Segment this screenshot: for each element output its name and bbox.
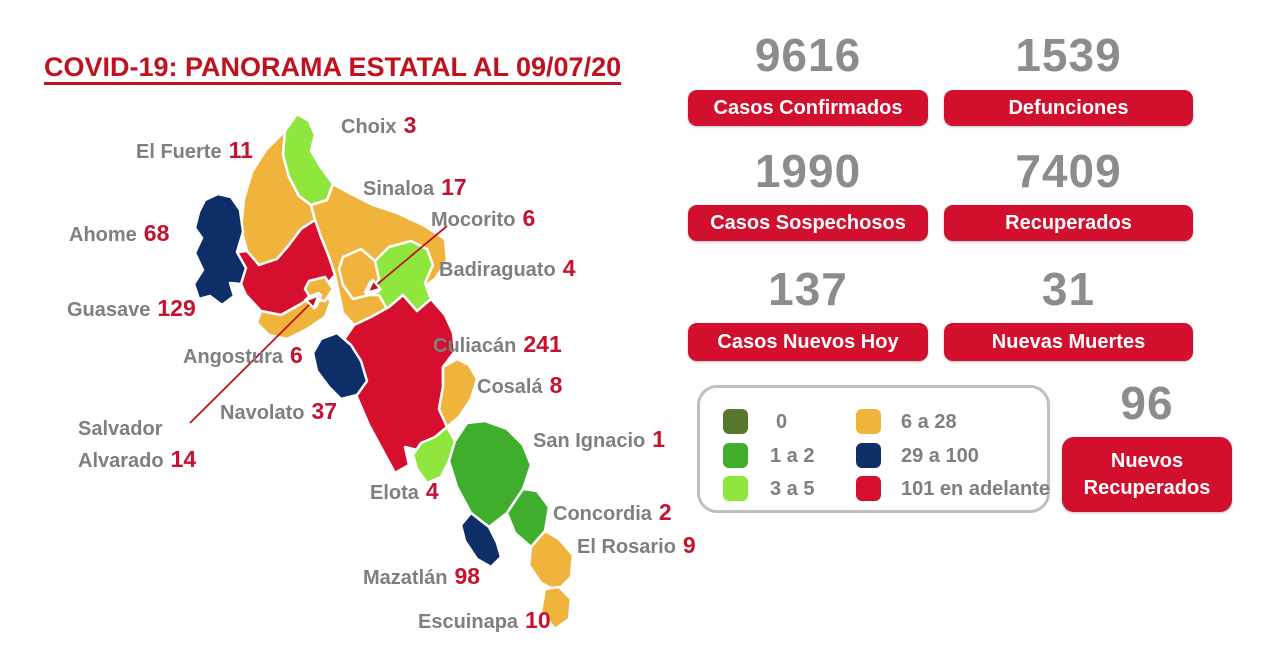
municipality-name: Concordia (553, 503, 652, 525)
municipality-cases: 37 (311, 398, 338, 424)
municipality-name: El Fuerte (136, 141, 222, 163)
municipality-name: Angostura (183, 346, 283, 368)
legend-swatch-cat_0 (723, 409, 748, 434)
legend-swatch-cat_101 (856, 476, 881, 501)
municipality-name: Elota (370, 482, 419, 504)
stat-badge-casos-nuevos-hoy: Casos Nuevos Hoy (688, 323, 928, 361)
municipality-label-cosala: Cosalá 8 (477, 370, 562, 402)
municipality-label-ahome: Ahome 68 (69, 218, 169, 250)
municipality-cases: 10 (525, 607, 551, 633)
stat-badge-casos-confirmados: Casos Confirmados (688, 90, 928, 126)
municipality-cases: 68 (143, 220, 170, 246)
municipality-label-choix: Choix 3 (341, 110, 416, 142)
municipality-label-badiraguato: Badiraguato 4 (439, 253, 575, 285)
municipality-cases: 6 (290, 342, 303, 368)
callout-arrows (189, 225, 448, 424)
municipality-cases: 11 (228, 137, 253, 163)
stat-value-casos-nuevos-hoy: 137 (768, 263, 848, 315)
callout-arrow-salvador-alvarado (189, 296, 318, 424)
municipality-cases: 6 (522, 205, 536, 231)
legend-swatch-cat_29_100 (856, 443, 881, 468)
municipality-shape-escuinapa (539, 585, 573, 631)
municipality-name: Badiraguato (439, 259, 556, 281)
municipality-cases: 4 (562, 255, 576, 281)
municipality-label-mocorito: Mocorito 6 (431, 203, 535, 235)
stat-badge-recuperados: Recuperados (944, 205, 1193, 241)
municipality-name: Escuinapa (418, 611, 519, 633)
municipality-cases: 3 (403, 112, 417, 138)
municipality-name: Choix (341, 116, 397, 138)
municipality-name: Mocorito (431, 209, 516, 231)
municipality-name: El Rosario (577, 536, 676, 558)
legend-swatch-cat_1_2 (723, 443, 748, 468)
municipality-shape-mazatlan (459, 511, 503, 569)
stat-value-defunciones: 1539 (1015, 29, 1122, 81)
municipality-label-sinaloa: Sinaloa 17 (363, 172, 467, 204)
municipality-shape-concordia (505, 487, 551, 549)
municipality-name: Cosalá (477, 376, 543, 398)
stat-value-casos-confirmados: 9616 (754, 29, 862, 81)
municipality-label-navolato: Navolato 37 (220, 396, 337, 428)
callout-arrow-mocorito (368, 225, 448, 292)
municipality-name: Alvarado (78, 450, 164, 472)
municipality-shape-salvador_alvarado (303, 275, 335, 303)
stat-value-nuevas-muertes: 31 (1041, 263, 1096, 315)
stat-badge-defunciones: Defunciones (944, 90, 1193, 126)
stat-badge-casos-sospechosos: Casos Sospechosos (688, 205, 928, 241)
municipality-label-culiacan: Culiacán 241 (433, 329, 562, 361)
municipality-cases: 4 (425, 478, 439, 504)
stat-badge-nuevas-muertes: Nuevas Muertes (944, 323, 1193, 361)
legend-label-cat_101: 101 en adelante (901, 478, 1050, 500)
legend-swatch-cat_6_28 (856, 409, 881, 434)
municipality-shape-navolato (311, 331, 369, 401)
municipality-shape-ahome (192, 192, 248, 307)
municipality-name: San Ignacio (533, 430, 646, 452)
stat-value-casos-sospechosos: 1990 (754, 145, 862, 197)
legend-label-cat_29_100: 29 a 100 (901, 445, 979, 467)
municipality-cases: 129 (157, 295, 196, 321)
municipality-cases: 1 (652, 426, 666, 452)
municipality-name: Mazatlán (363, 567, 448, 589)
municipality-label-el_rosario: El Rosario 9 (577, 530, 696, 562)
stat-value-recuperados: 7409 (1015, 145, 1122, 197)
municipality-cases: 14 (170, 446, 197, 472)
municipality-label-angostura: Angostura 6 (183, 340, 303, 372)
municipality-cases: 9 (682, 532, 696, 558)
municipality-label-salvador_alvarado: Salvador Alvarado 14 (78, 414, 196, 476)
map-legend: 0 1 a 2 3 a 5 6 a 28 29 a 100 101 en adelante (697, 385, 1050, 513)
legend-label-cat_1_2: 1 a 2 (770, 445, 815, 467)
municipality-label-elota: Elota 4 (370, 476, 439, 508)
page-title: COVID-19: PANORAMA ESTATAL AL 09/07/20 (44, 52, 622, 82)
municipality-name: Salvador (78, 418, 163, 440)
municipality-cases: 2 (658, 499, 672, 525)
municipality-cases: 17 (441, 174, 467, 200)
stat-value-nuevos-recuperados: 96 (1120, 377, 1174, 429)
stat-badge-line: Nuevos (1110, 449, 1184, 472)
municipality-cases: 241 (523, 331, 562, 357)
municipality-label-escuinapa: Escuinapa 10 (418, 605, 551, 637)
municipality-name: Ahome (69, 224, 137, 246)
municipality-cases: 8 (549, 372, 563, 398)
municipality-label-guasave: Guasave 129 (67, 293, 196, 325)
municipality-label-el_fuerte: El Fuerte 11 (136, 135, 253, 167)
municipality-name: Navolato (220, 402, 305, 424)
municipality-shape-el_rosario (527, 529, 575, 593)
municipality-label-san_ignacio: San Ignacio 1 (533, 424, 665, 456)
stat-badge-nuevos-recuperados: Nuevos Recuperados (1062, 437, 1232, 512)
municipality-label-mazatlan: Mazatlán 98 (363, 561, 480, 593)
municipality-label-concordia: Concordia 2 (553, 497, 672, 529)
legend-label-cat_0: 0 (776, 411, 788, 433)
legend-label-cat_3_5: 3 a 5 (770, 478, 815, 500)
municipality-cases: 98 (454, 563, 481, 589)
municipality-name: Sinaloa (363, 178, 435, 200)
stat-badge-line: Recuperados (1083, 476, 1211, 499)
municipality-shape-cosala (437, 357, 479, 429)
municipality-name: Culiacán (433, 335, 517, 357)
legend-label-cat_6_28: 6 a 28 (901, 411, 957, 433)
municipality-name: Guasave (67, 299, 151, 321)
legend-swatch-cat_3_5 (723, 476, 748, 501)
